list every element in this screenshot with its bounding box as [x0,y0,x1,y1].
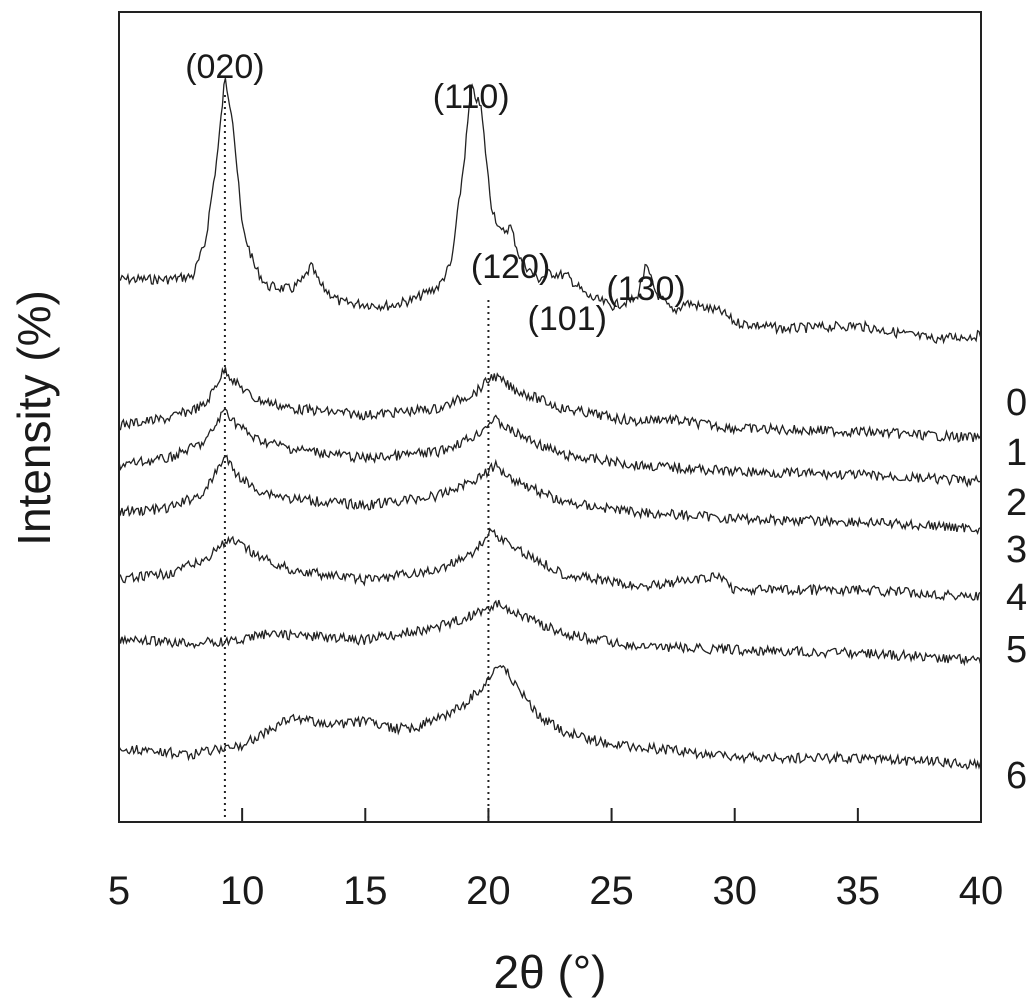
series-labels: 0 1 2 3 4 5 6 [1006,382,1027,797]
series-line-5 [118,599,982,667]
series-label-3: 3 [1006,529,1027,571]
series-line-4 [118,527,981,602]
series-layer [118,78,982,771]
x-tick-label-10: 10 [220,869,265,913]
x-tick-label-20: 20 [466,869,511,913]
x-tick-label-25: 25 [589,869,634,913]
x-ticks: 5 10 15 20 25 30 35 40 [108,808,1003,913]
series-label-2: 2 [1006,482,1027,524]
series-label-5: 5 [1006,629,1027,671]
series-label-6: 6 [1006,755,1027,797]
peak-label-2: (120) [471,248,550,286]
y-axis-title: Intensity (%) [8,290,60,546]
x-tick-label-15: 15 [343,869,388,913]
plot-frame [118,11,982,823]
series-line-3 [118,454,981,536]
series-line-6 [118,664,982,771]
peak-label-0: (020) [185,48,264,86]
x-tick-label-35: 35 [836,869,881,913]
x-tick-label-30: 30 [712,869,757,913]
series-label-1: 1 [1006,432,1027,474]
series-label-4: 4 [1006,577,1027,619]
series-line-0 [118,78,982,345]
series-label-0: 0 [1006,382,1027,424]
series-line-1 [118,366,982,443]
peak-label-3: (101) [528,300,607,338]
reference-lines [223,95,490,822]
x-tick-label-5: 5 [108,869,130,913]
peak-labels: (020) (110) (120) (101)(130) [185,48,686,338]
x-tick-label-40: 40 [959,869,1004,913]
peak-label-1: (110) [433,78,510,116]
series-line-2 [118,408,981,488]
peak-label-4: (130) [606,270,685,308]
x-axis-title: 2θ (°) [494,946,607,998]
